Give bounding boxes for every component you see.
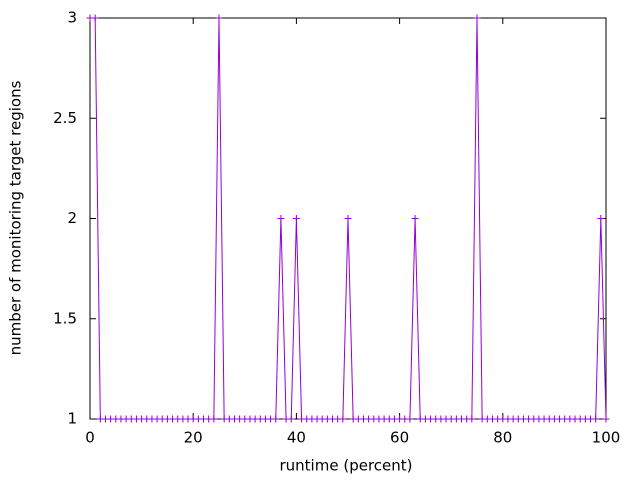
data-point [602,415,610,423]
data-point [272,415,280,423]
data-point [91,14,99,22]
data-point [473,14,481,22]
data-point [597,215,605,222]
data-point [287,415,295,423]
data-point [339,415,347,423]
data-point [411,215,419,222]
x-tick-label: 60 [390,429,409,447]
data-point [406,415,414,423]
y-tick-label: 1.5 [53,309,77,327]
data-point [215,14,223,22]
y-tick-label: 2.5 [53,109,77,127]
y-tick-label: 3 [67,9,77,27]
data-point [344,215,352,222]
x-tick-label: 100 [592,429,621,447]
x-tick-label: 80 [493,429,512,447]
y-axis-label: number of monitoring target regions [7,80,25,355]
data-point [210,415,218,423]
data-point [468,415,476,423]
data-point [592,415,600,423]
data-point [277,215,285,222]
x-tick-label: 40 [287,429,306,447]
y-tick-label: 2 [67,209,77,227]
data-point [292,215,300,222]
x-axis-label: runtime (percent) [280,457,413,475]
y-tick-label: 1 [67,410,77,428]
x-tick-label: 20 [184,429,203,447]
x-tick-label: 0 [85,429,95,447]
